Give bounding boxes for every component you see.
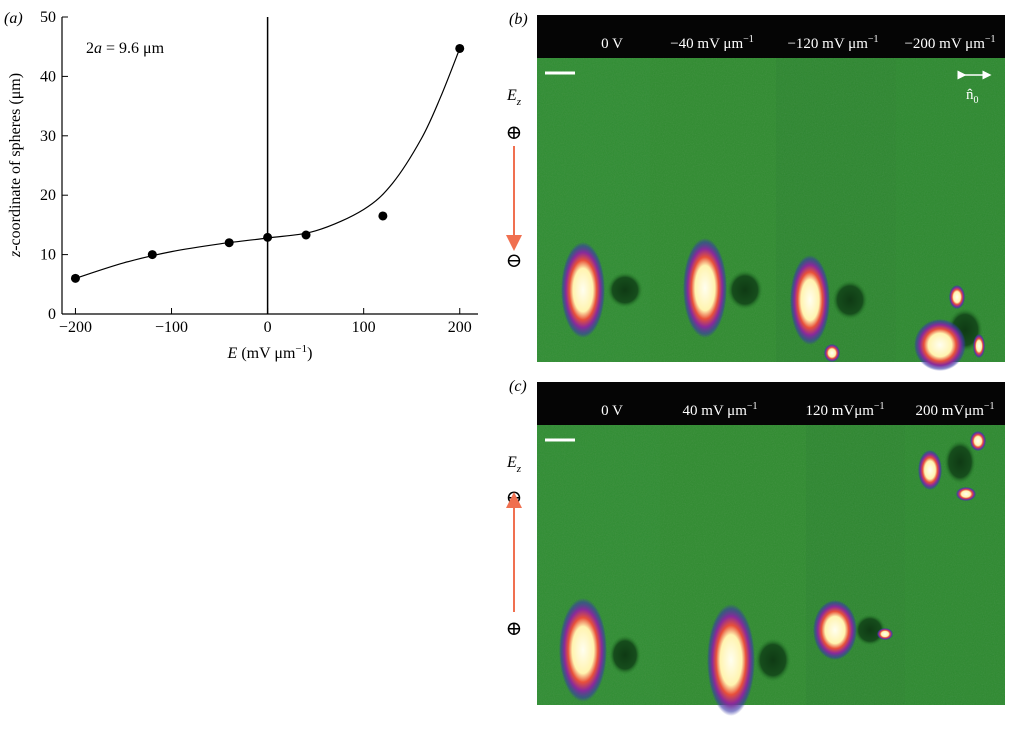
panel-label: (b) [509, 11, 528, 28]
fluorescent-sphere [970, 431, 986, 451]
fluorescent-sphere [956, 487, 976, 501]
field-label: Ez [506, 454, 522, 475]
label-part: z [516, 463, 522, 475]
fluorescent-sphere [813, 600, 857, 660]
x-tick-label: 100 [352, 319, 376, 336]
image-column [806, 382, 905, 705]
label-part: −120 mV μm [787, 36, 868, 52]
label-part: −1 [985, 34, 996, 45]
sphere-shadow [607, 272, 643, 308]
label-part: (mV μm [237, 345, 296, 362]
data-point [70, 273, 80, 283]
y-tick-label: 50 [40, 9, 56, 26]
polarity: ⊕ [506, 618, 523, 640]
data-point [455, 43, 465, 53]
fluorescent-sphere [707, 604, 755, 716]
x-tick-label: 200 [448, 319, 472, 336]
panel-label: (c) [509, 378, 527, 395]
label-part: n̂ [966, 87, 974, 103]
x-tick-label: 0 [264, 319, 272, 336]
annotation-part: = 9.6 μm [102, 40, 165, 57]
annotation: 2a = 9.6 μm [86, 40, 165, 57]
fluorescent-sphere [918, 450, 942, 490]
image-header [537, 382, 1005, 425]
x-tick-label: −100 [155, 319, 188, 336]
column-label: 0 V [601, 403, 623, 419]
label-part: 0 [974, 95, 979, 106]
column-label: 120 mVμm−1 [805, 401, 884, 419]
image-column [896, 15, 1005, 362]
image-column [905, 382, 1005, 705]
fluorescent-sphere [949, 285, 965, 309]
y-tick-label: 10 [40, 247, 56, 264]
data-point [147, 250, 157, 260]
label-part: z [7, 250, 24, 258]
column-label: 200 mVμm−1 [915, 401, 994, 419]
label-part: −1 [868, 34, 879, 45]
fluorescent-sphere [683, 238, 727, 338]
label-part: E [506, 87, 517, 104]
annotation-part: a [94, 40, 102, 57]
fluorescent-sphere [973, 334, 985, 358]
fluorescent-sphere [877, 628, 893, 640]
image-header [537, 15, 1005, 58]
label-part: z [516, 96, 522, 108]
column-label: −200 mV μm−1 [904, 34, 995, 52]
label-part: E [227, 345, 238, 362]
label-part: −1 [984, 401, 995, 412]
label-part: −200 mV μm [904, 36, 985, 52]
label-part: -coordinate of spheres (μm) [7, 73, 24, 251]
label-part: 0 V [601, 403, 623, 419]
data-point [301, 230, 311, 240]
fluorescent-sphere [914, 319, 966, 371]
sphere-shadow [609, 635, 641, 675]
label-part: −1 [747, 401, 758, 412]
sphere-shadow [944, 440, 976, 484]
y-tick-label: 20 [40, 187, 56, 204]
fluorescent-sphere [559, 598, 607, 702]
x-axis-label: E (mV μm−1) [227, 343, 313, 362]
y-tick-label: 40 [40, 68, 56, 85]
y-tick-label: 0 [48, 306, 56, 323]
label-part: ) [307, 345, 312, 362]
polarity: ⊕ [506, 122, 523, 144]
sphere-shadow [727, 270, 763, 310]
data-point [378, 211, 388, 221]
label-part: 0 V [601, 36, 623, 52]
sphere-shadow [832, 280, 868, 320]
label-part: 120 mVμm [805, 403, 874, 419]
label-part: E [506, 454, 517, 471]
data-point [263, 232, 273, 242]
label-part: 200 mVμm [915, 403, 984, 419]
label-part: −1 [874, 401, 885, 412]
label-part: −1 [743, 34, 754, 45]
label-part: −1 [295, 343, 307, 355]
label-part: 40 mV μm [682, 403, 747, 419]
director-label: n̂0 [966, 87, 979, 106]
column-label: 40 mV μm−1 [682, 401, 757, 419]
annotation-part: 2 [86, 40, 94, 57]
field-label: Ez [506, 87, 522, 108]
column-label: −40 mV μm−1 [670, 34, 754, 52]
y-tick-label: 30 [40, 128, 56, 145]
fluorescent-sphere [561, 242, 605, 338]
data-point [224, 238, 234, 248]
label-part: −40 mV μm [670, 36, 743, 52]
column-label: 0 V [601, 36, 623, 52]
fluorescent-sphere [790, 255, 830, 345]
column-label: −120 mV μm−1 [787, 34, 878, 52]
fluorescent-sphere [824, 344, 840, 362]
x-tick-label: −200 [59, 319, 92, 336]
y-axis-label: z-coordinate of spheres (μm) [7, 73, 24, 258]
sphere-shadow [755, 638, 791, 682]
panel-label: (a) [4, 10, 23, 27]
fit-curve [75, 48, 461, 279]
polarity: ⊖ [506, 250, 523, 272]
sphere-shadow [854, 614, 886, 646]
